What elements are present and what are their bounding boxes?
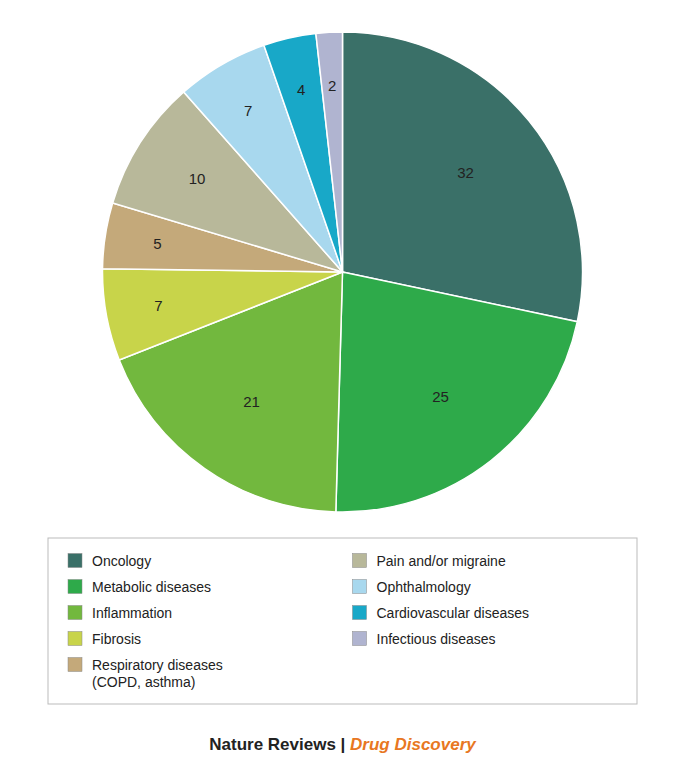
- slice: [336, 272, 577, 512]
- legend: Oncology Metabolic diseases Inflammation Fi…: [48, 538, 637, 704]
- legend-swatch: [68, 606, 82, 620]
- legend-swatch: [353, 580, 367, 594]
- legend-entry: Cardiovascular diseases: [377, 605, 530, 621]
- legend-swatch: [353, 606, 367, 620]
- slice: [343, 32, 583, 322]
- data-label: 10: [189, 170, 206, 187]
- legend-swatch: [353, 554, 367, 568]
- legend-entry: Respiratory diseases(COPD, asthma): [92, 657, 223, 690]
- footer-part: Nature Reviews |: [209, 735, 350, 754]
- legend-swatch: [68, 632, 82, 646]
- data-labels: 32 25 21 7 5 10 7 4 2: [153, 77, 474, 411]
- data-label: 4: [297, 81, 305, 98]
- data-label: 7: [154, 297, 162, 314]
- legend-entry: Infectious diseases: [377, 631, 496, 647]
- data-label: 21: [243, 393, 260, 410]
- pie: [102, 32, 582, 512]
- footer-part: Drug Discovery: [350, 735, 477, 754]
- footer: Nature Reviews | Drug Discovery: [209, 735, 477, 754]
- legend-frame: [48, 538, 637, 704]
- slice: [102, 269, 342, 360]
- legend-entry: Metabolic diseases: [92, 579, 211, 595]
- legend-swatch: [68, 580, 82, 594]
- legend-swatch: [68, 554, 82, 568]
- legend-entry: Fibrosis: [92, 631, 141, 647]
- legend-swatch: [68, 658, 82, 672]
- legend-entry: Oncology: [92, 553, 151, 569]
- data-label: 2: [328, 77, 336, 94]
- data-label: 25: [432, 388, 449, 405]
- legend-entry: Pain and/or migraine: [377, 553, 506, 569]
- chart: 32 25 21 7 5 10 7 4 2 Oncology Metabolic diseases I…: [0, 0, 685, 765]
- legend-entry: Ophthalmology: [377, 579, 471, 595]
- legend-entry: Inflammation: [92, 605, 172, 621]
- data-label: 32: [457, 164, 474, 181]
- slice: [316, 32, 343, 272]
- data-label: 7: [244, 102, 252, 119]
- data-label: 5: [153, 235, 161, 252]
- legend-swatch: [353, 632, 367, 646]
